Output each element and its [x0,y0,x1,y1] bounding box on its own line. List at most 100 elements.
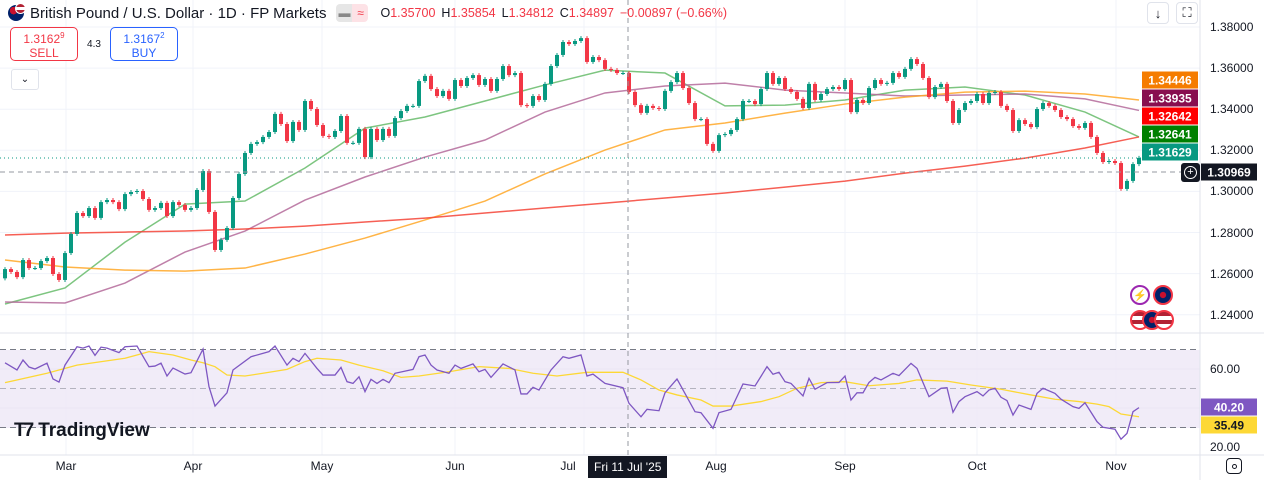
candle [963,101,967,113]
candle-body [153,208,157,210]
candle [1047,101,1051,108]
sell-button[interactable]: 1.31629 SELL [10,27,78,61]
candle [285,121,289,144]
settings-gear-icon[interactable] [1226,458,1242,474]
candle [531,94,535,108]
price-tick: 1.36000 [1210,61,1254,76]
rsi-tick-20: 20.00 [1210,440,1241,454]
month-label: Jun [445,459,465,473]
symbol-title[interactable]: British Pound / U.S. Dollar · 1D · FP Ma… [30,4,327,22]
candle-body [129,192,133,195]
candle-body [447,90,451,99]
candle-body [39,261,43,269]
candle [297,119,301,132]
candle-body [477,75,481,85]
candle-body [867,88,871,104]
candle [1113,158,1117,166]
candle [693,101,697,122]
month-label: Nov [1105,459,1127,473]
add-alert-button[interactable]: + [1181,163,1200,182]
candle [801,96,805,110]
candle-body [81,212,85,217]
candle-body [591,57,595,62]
candle-body [375,128,379,141]
candle [807,81,811,110]
candle-body [807,83,811,108]
candle-body [291,121,295,142]
candle-body [813,83,817,100]
candle-body [279,113,283,124]
market-closed-icon[interactable]: ▬ [336,4,353,22]
scroll-to-latest-button[interactable]: ↓ [1147,2,1169,24]
candle-body [513,73,517,76]
candle-body [243,152,247,174]
candle-body [963,103,967,111]
candle-body [261,136,265,143]
candle [867,86,871,106]
price-tick: 1.32000 [1210,143,1254,158]
candle-body [609,68,613,70]
candle [1119,161,1123,191]
candle-body [411,105,415,107]
candle [315,106,319,128]
candle [603,58,607,71]
candle [549,64,553,86]
buy-button[interactable]: 1.31672 BUY [110,27,178,61]
event-uk-flag-icon[interactable] [1153,285,1173,305]
candle [213,209,217,252]
candle [201,169,205,192]
candle-body [651,105,655,108]
candle [141,188,145,202]
crosshair-date-label: Fri 11 Jul '25 [588,456,668,478]
candle [231,195,235,230]
candle-body [69,233,73,254]
candle-body [639,105,643,113]
rsi-line [4,344,1140,441]
ma-purple-line [4,82,1140,304]
candle-body [501,66,505,79]
candle [81,210,85,219]
candle [15,269,19,280]
candle [441,88,445,99]
collapse-legend-button[interactable]: ⌄ [11,69,39,90]
candle [405,103,409,114]
tradingview-logo[interactable]: T7 TradingView [14,420,150,442]
candle-body [663,90,667,109]
event-lightning-icon[interactable]: ⚡ [1130,285,1150,305]
candle-body [519,73,523,106]
candle-body [903,68,907,77]
candle-body [177,202,181,205]
candle [477,73,481,87]
candle-body [297,121,301,130]
candle-body [933,87,937,98]
candle [471,73,475,80]
candle [153,206,157,212]
candle-body [369,128,373,158]
buy-label: BUY [131,45,157,60]
candle-body [795,91,799,99]
candle [525,103,529,108]
symbol-header[interactable]: British Pound / U.S. Dollar · 1D · FP Ma… [8,3,727,23]
candle [669,80,673,93]
candle [351,140,355,145]
candle [837,85,841,92]
delayed-data-icon[interactable]: ≈ [352,4,369,22]
candle-body [105,200,109,203]
event-us-flag-icon[interactable] [1154,310,1174,330]
status-badges[interactable]: ▬ ≈ [336,4,369,22]
logo-text: TradingView [38,420,150,441]
candle [195,187,199,211]
rsi-band [0,350,1200,428]
fullscreen-button[interactable]: ⛶ [1176,2,1198,24]
rsi-ma-value-label: 35.49 [1201,416,1257,434]
candle-body [33,268,37,270]
candle [855,97,859,115]
candle [423,73,427,84]
candle [951,98,955,125]
candle-body [909,59,913,69]
fullscreen-icon: ⛶ [1182,5,1192,20]
candle [555,52,559,69]
candle-body [567,42,571,45]
candle-body [633,91,637,106]
